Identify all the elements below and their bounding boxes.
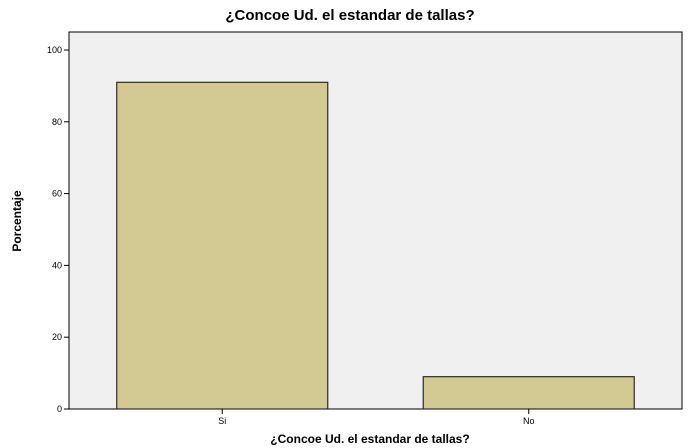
y-tick-label: 0 <box>57 404 62 414</box>
y-axis-label: Porcentaje <box>10 190 24 252</box>
bar-no <box>422 376 635 410</box>
bar-si <box>116 81 329 410</box>
chart-marks: 0 20 40 60 80 100 Si No <box>47 45 635 426</box>
y-tick-label: 40 <box>52 260 62 270</box>
chart-title: ¿Concoe Ud. el estandar de tallas? <box>225 7 474 24</box>
x-tick-label: Si <box>218 416 226 426</box>
y-tick-label: 60 <box>52 189 62 199</box>
x-tick-label: No <box>523 416 535 426</box>
x-axis-label: ¿Concoe Ud. el estandar de tallas? <box>270 432 469 446</box>
y-tick-label: 100 <box>47 45 62 55</box>
y-tick-label: 80 <box>52 117 62 127</box>
y-tick-label: 20 <box>52 332 62 342</box>
